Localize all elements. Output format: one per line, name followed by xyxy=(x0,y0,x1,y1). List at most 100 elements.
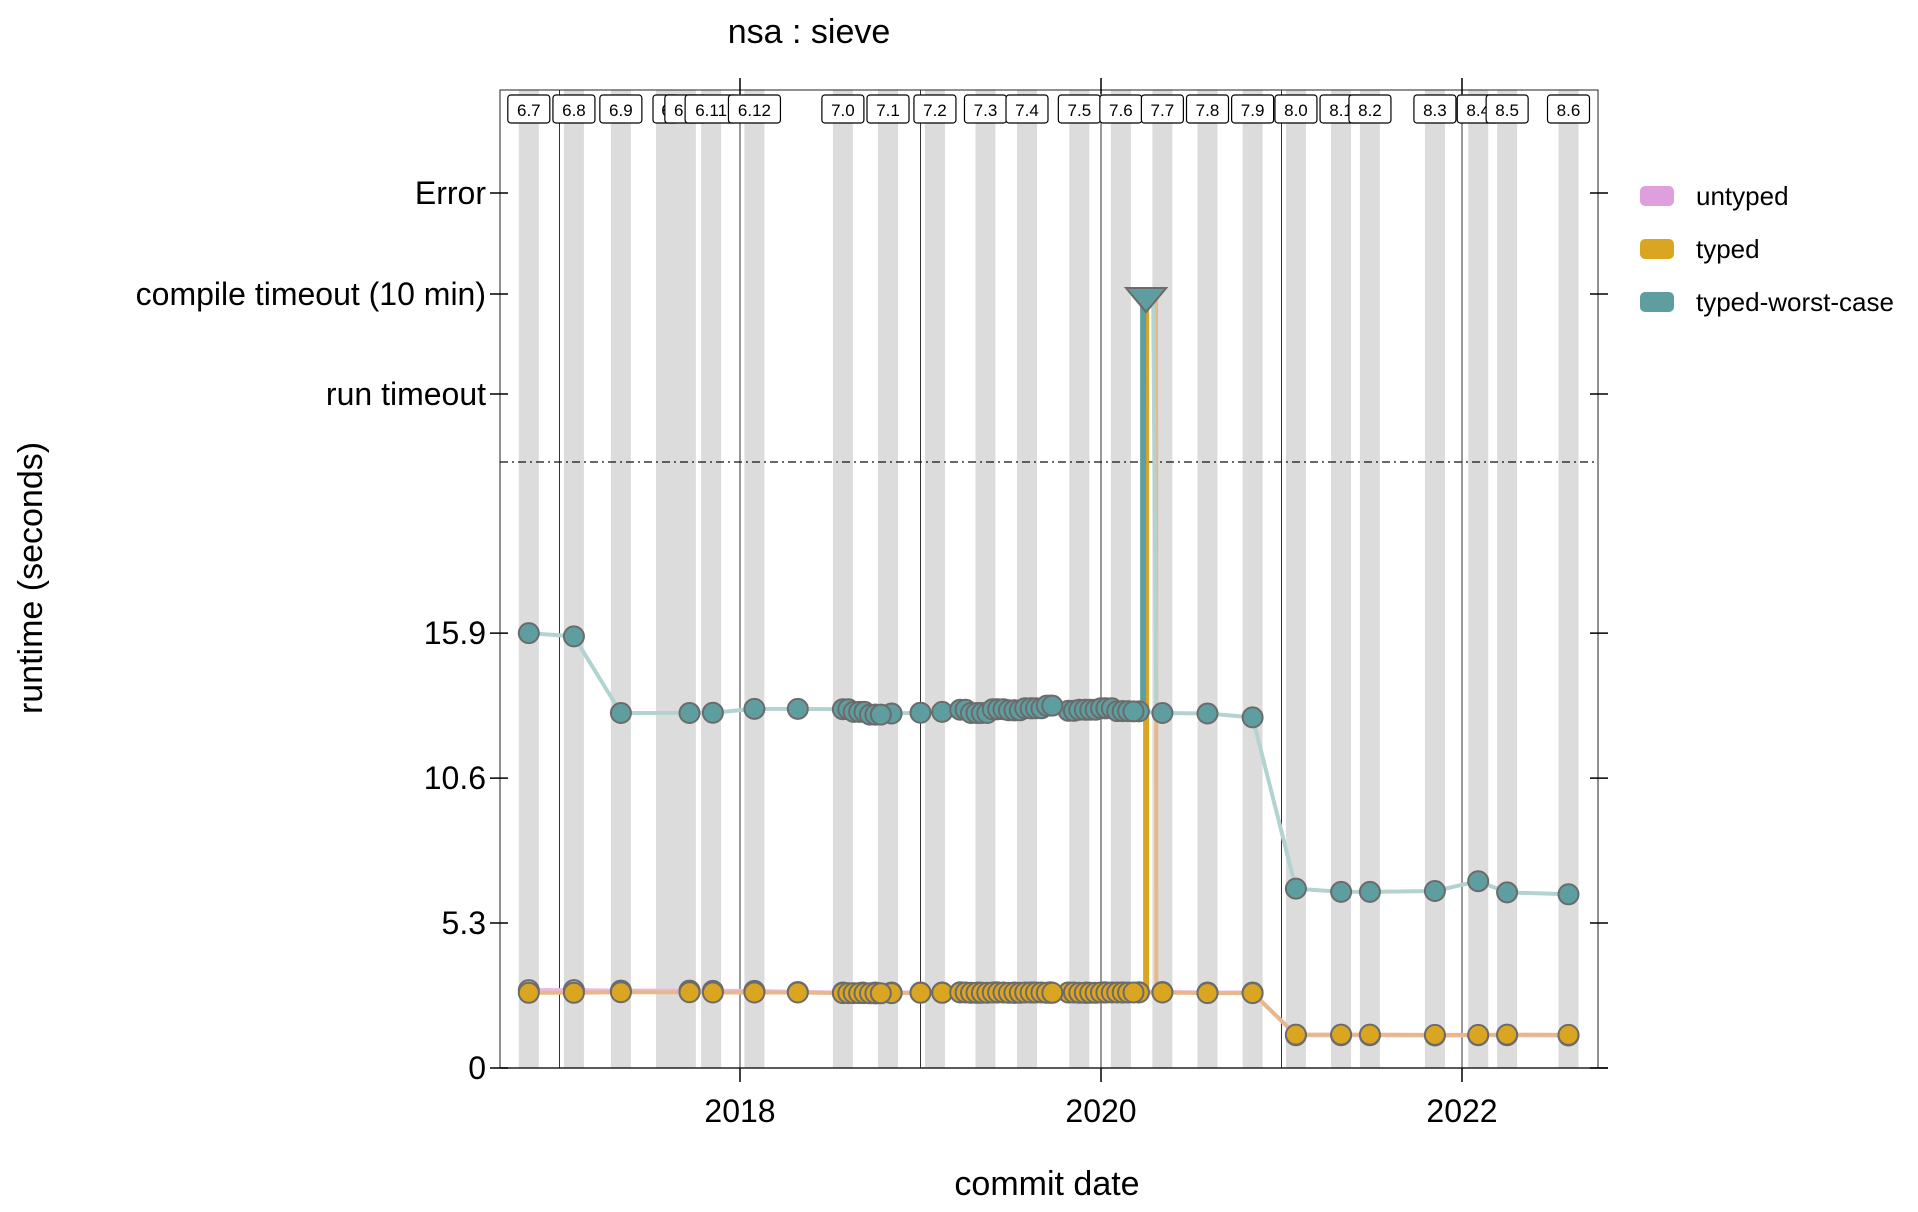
version-band-0 xyxy=(518,90,539,1068)
legend-entry-typed: typed xyxy=(1640,234,1760,264)
version-label-box-15 xyxy=(1185,94,1230,124)
y-tick-label-run_timeout: run timeout xyxy=(326,376,486,412)
legend-label-typed: typed xyxy=(1696,234,1760,264)
version-label-box-9 xyxy=(913,94,957,124)
x-tick-label-2022: 2022 xyxy=(1426,1093,1497,1129)
timeout-spike-down-typed-worst-case xyxy=(1151,293,1159,714)
version-label-text-15: 7.8 xyxy=(1196,101,1220,120)
x-tick-label-2020: 2020 xyxy=(1065,1093,1136,1129)
version-band-11 xyxy=(1016,90,1037,1068)
point-typed-24 xyxy=(1151,981,1174,1004)
version-label-17: 8.0 xyxy=(1274,94,1318,124)
version-label-20: 8.3 xyxy=(1413,94,1457,124)
x-axis-ticks: 2018 2020 2022 xyxy=(704,78,1498,1129)
version-label-14: 7.7 xyxy=(1140,94,1184,124)
point-typed-worst-case-27 xyxy=(1284,877,1307,900)
timeout-marker-typed-worst-case xyxy=(1123,287,1169,314)
point-typed-worst-case-24 xyxy=(1151,702,1174,724)
point-typed-worst-case-0 xyxy=(517,622,540,645)
point-typed-3 xyxy=(678,981,701,1004)
x-axis-label: commit date xyxy=(954,1165,1139,1203)
point-typed-worst-case-11 xyxy=(909,701,932,724)
version-label-text-18: 8.1 xyxy=(1329,101,1353,120)
version-label-box-22 xyxy=(1485,94,1529,124)
version-label-1: 6.8 xyxy=(552,94,596,124)
legend-swatch-typed-worst-case xyxy=(1640,292,1674,312)
version-band-3 xyxy=(655,90,676,1068)
plot-frame xyxy=(499,89,1608,1069)
y-axis-ticks: 0 5.3 10.6 15.9 run timeout compile timeout (… xyxy=(136,175,1608,1086)
version-band-13 xyxy=(1110,90,1131,1068)
point-typed-31 xyxy=(1467,1023,1490,1046)
version-label-text-1: 6.8 xyxy=(562,101,586,120)
point-typed-worst-case-2 xyxy=(609,702,632,724)
version-band-12 xyxy=(1069,90,1090,1068)
point-typed-1 xyxy=(562,981,585,1004)
version-band-20 xyxy=(1424,90,1445,1068)
version-label-text-8: 7.1 xyxy=(876,101,900,120)
version-band-15 xyxy=(1197,90,1218,1068)
point-typed-4 xyxy=(701,981,724,1004)
point-typed-worst-case-5 xyxy=(743,697,766,720)
y-axis-label: runtime (seconds) xyxy=(12,442,50,714)
y-tick-label-num-10.6: 10.6 xyxy=(424,760,486,796)
legend-swatch-typed xyxy=(1640,239,1674,259)
version-label-16: 7.9 xyxy=(1231,94,1275,124)
version-label-text-5: 6.11 xyxy=(695,101,727,120)
version-label-0: 6.7 xyxy=(507,94,551,124)
point-typed-worst-case-30 xyxy=(1423,880,1446,902)
version-label-2: 6.9 xyxy=(599,94,643,124)
version-label-6: 6.12 xyxy=(727,94,782,124)
version-label-text-2: 6.9 xyxy=(609,101,633,120)
point-typed-worst-case-4 xyxy=(701,701,724,724)
point-typed-5 xyxy=(743,981,766,1004)
point-typed-worst-case-1 xyxy=(562,625,585,648)
point-typed-28 xyxy=(1330,1023,1353,1046)
y-tick-label-num-0: 0 xyxy=(468,1050,486,1086)
point-typed-32 xyxy=(1496,1023,1519,1046)
legend-entry-typed-worst-case: typed-worst-case xyxy=(1640,287,1894,317)
chart-title: nsa : sieve xyxy=(728,13,891,51)
version-label-8: 7.1 xyxy=(866,94,910,124)
point-typed-worst-case-32 xyxy=(1496,881,1519,904)
point-typed-worst-case-6 xyxy=(786,697,809,720)
version-label-box-6 xyxy=(727,94,782,124)
version-label-9: 7.2 xyxy=(913,94,957,124)
version-label-text-11: 7.4 xyxy=(1015,101,1039,120)
point-typed-11 xyxy=(909,981,932,1004)
version-label-box-19 xyxy=(1348,94,1392,124)
version-label-box-8 xyxy=(866,94,910,124)
version-label-12: 7.5 xyxy=(1057,94,1101,124)
version-label-15: 7.8 xyxy=(1185,94,1230,124)
legend-swatch-untyped xyxy=(1640,186,1674,206)
point-typed-worst-case-33 xyxy=(1557,883,1580,906)
point-typed-26 xyxy=(1241,982,1264,1005)
version-band-6 xyxy=(744,90,765,1068)
version-label-text-14: 7.7 xyxy=(1151,101,1175,120)
version-band-10 xyxy=(975,90,996,1068)
version-label-text-20: 8.3 xyxy=(1423,101,1447,120)
version-label-box-1 xyxy=(552,94,596,124)
version-label-text-9: 7.2 xyxy=(923,101,947,120)
version-label-text-0: 6.7 xyxy=(517,101,541,120)
legend: untyped typed typed-worst-case xyxy=(1640,181,1894,317)
version-label-box-2 xyxy=(599,94,643,124)
point-typed-worst-case-25 xyxy=(1196,702,1219,725)
version-band-16 xyxy=(1242,90,1263,1068)
version-label-11: 7.4 xyxy=(1005,94,1049,124)
version-label-23: 8.6 xyxy=(1546,94,1591,124)
y-tick-label-num-5.3: 5.3 xyxy=(442,905,486,941)
point-typed-6 xyxy=(786,981,809,1004)
version-label-box-11 xyxy=(1005,94,1049,124)
y-tick-label-num-15.9: 15.9 xyxy=(424,615,486,651)
version-label-13: 7.6 xyxy=(1099,94,1143,124)
version-label-text-22: 8.5 xyxy=(1495,101,1519,120)
version-band-19 xyxy=(1359,90,1380,1068)
point-typed-worst-case-31 xyxy=(1467,870,1490,893)
y-tick-label-error: Error xyxy=(415,175,486,211)
version-band-23 xyxy=(1558,90,1579,1068)
version-label-text-7: 7.0 xyxy=(831,101,855,120)
cluster-point-typed-worst-case-0-6 xyxy=(869,703,892,726)
point-typed-worst-case-28 xyxy=(1330,880,1353,903)
version-bands xyxy=(518,90,1579,1068)
